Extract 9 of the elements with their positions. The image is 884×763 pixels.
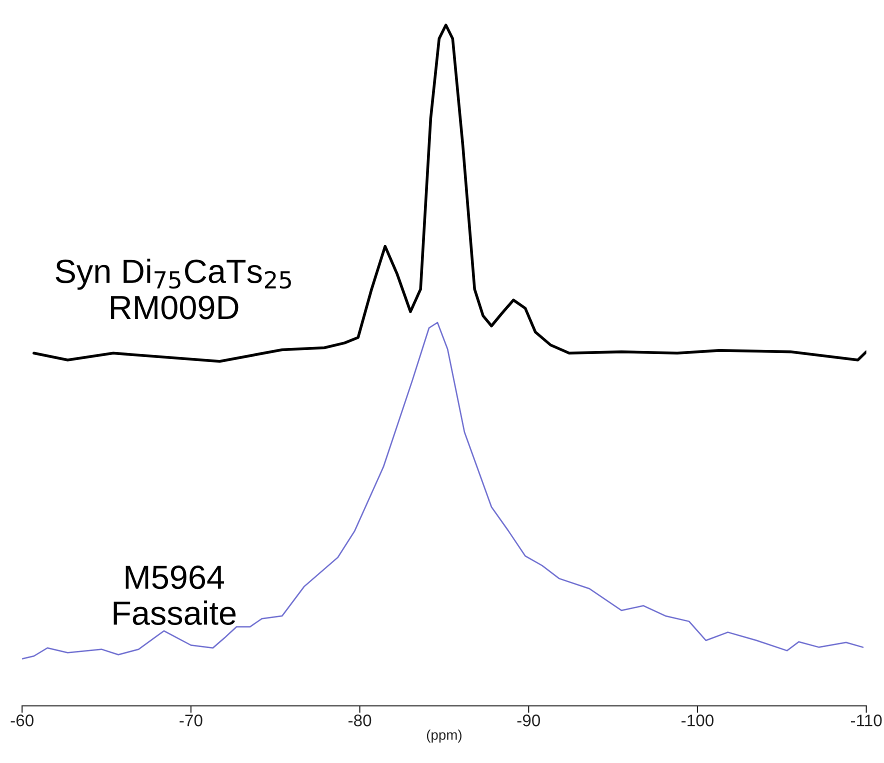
series-label: Syn Di$_{75}$CaTs$_{25}$ RM009D xyxy=(56,258,291,320)
x-tick-label: -70 xyxy=(180,714,202,726)
x-tick-label: -110 xyxy=(850,714,882,726)
series-label: M5964 Fassaite xyxy=(114,565,236,625)
x-tick-label: -80 xyxy=(348,714,372,726)
x-tick-label: -100 xyxy=(682,714,714,726)
x-tick-label: -60 xyxy=(10,714,34,726)
x-axis-title: (ppm) xyxy=(426,730,462,743)
x-tick-label: -90 xyxy=(517,714,540,726)
